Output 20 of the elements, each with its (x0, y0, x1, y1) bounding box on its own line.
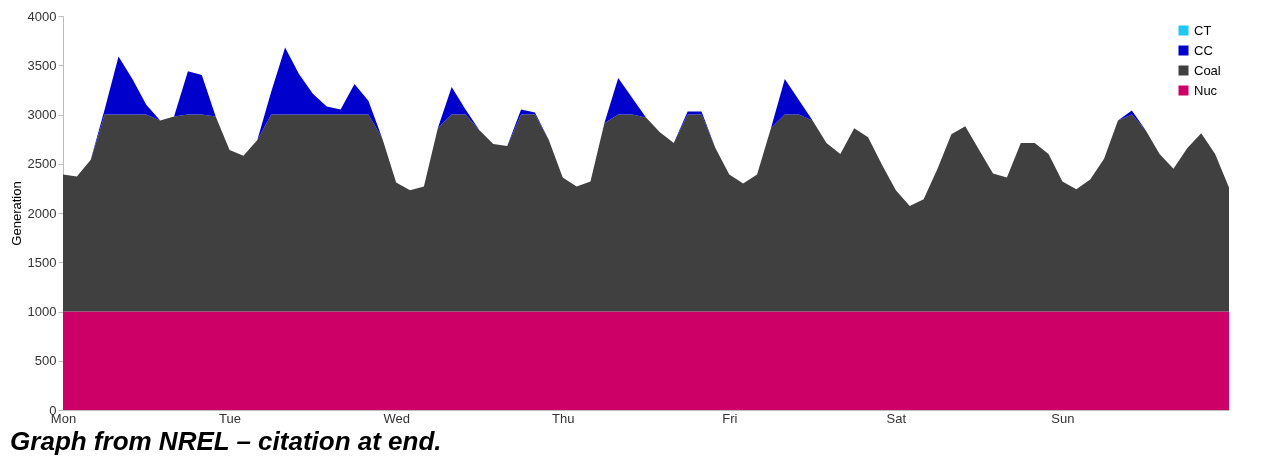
y-tick-label: 1000 (27, 304, 57, 319)
y-axis-title: Generation (8, 181, 24, 246)
legend-label: CT (1194, 22, 1212, 38)
y-tick-label: 2500 (27, 156, 57, 172)
legend-label: CC (1194, 42, 1213, 58)
legend-label: Coal (1194, 62, 1221, 78)
x-tick-label: Tue (219, 410, 242, 426)
y-tick-label: 1500 (27, 254, 57, 270)
x-tick-label: Fri (722, 410, 738, 426)
text: Graph from NREL – citation at end. (10, 426, 442, 456)
x-tick-label: Wed (383, 410, 410, 426)
y-tick-label: 500 (34, 353, 57, 369)
x-tick-label: Thu (552, 410, 575, 426)
x-tick-label: Sat (886, 410, 907, 426)
y-tick-label: 2000 (27, 205, 57, 221)
legend-label: Nuc (1194, 82, 1218, 98)
x-tick-label: Sun (1051, 410, 1075, 426)
y-tick-label: 4000 (27, 8, 57, 24)
y-tick-label: 3500 (27, 57, 57, 73)
y-tick-label: 3000 (27, 107, 57, 122)
